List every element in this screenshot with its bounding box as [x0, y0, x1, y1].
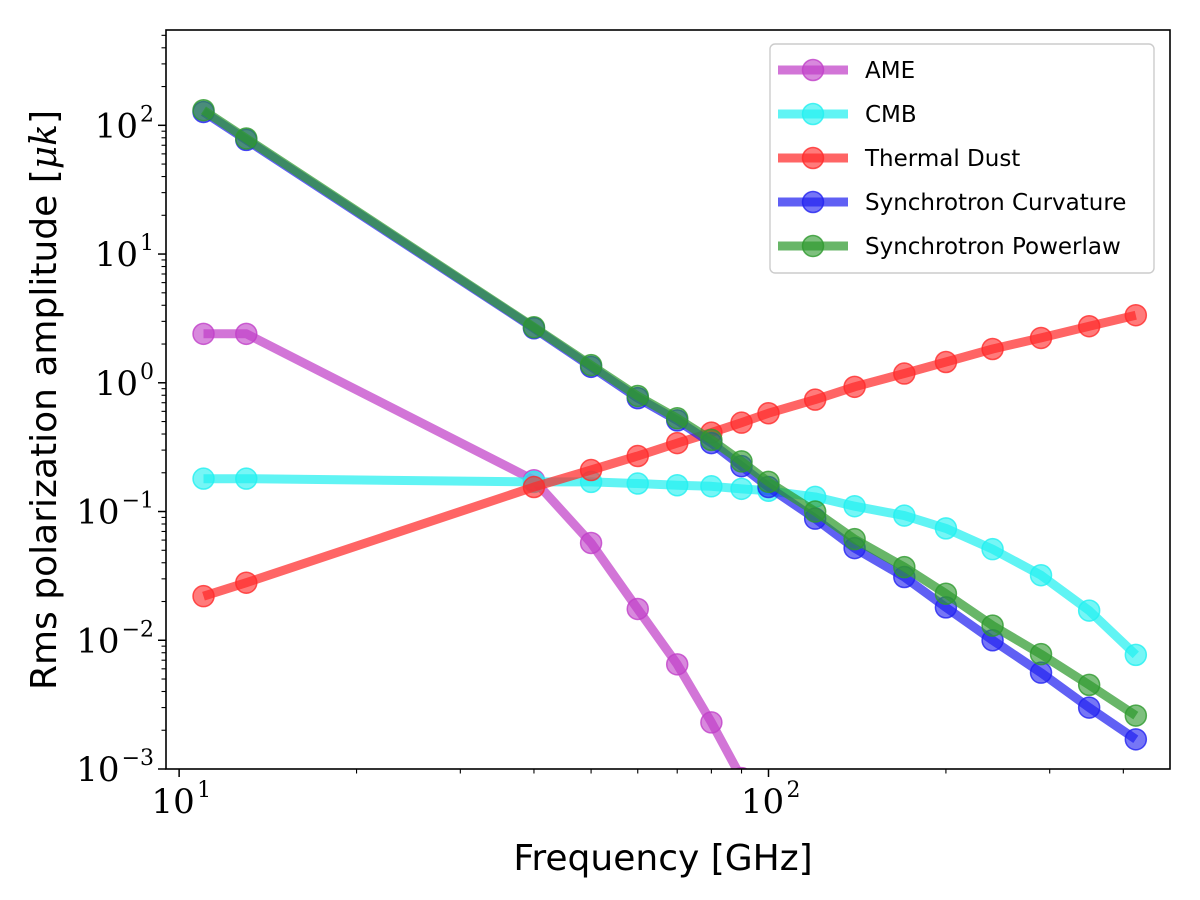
x-tick-label: 10	[741, 782, 784, 822]
y-axis-title-close: ]	[24, 110, 65, 124]
data-point-thermal-dust	[579, 458, 603, 482]
data-point-thermal-dust	[1124, 303, 1148, 327]
legend-entry-synchrotron-curvature: Synchrotron Curvature	[778, 190, 1126, 216]
legend-swatch-marker	[801, 234, 825, 258]
legend-swatch-marker	[801, 58, 825, 82]
data-point-synchrotron-powerlaw	[235, 127, 258, 150]
data-point-cmb	[843, 494, 866, 518]
data-point-thermal-dust	[665, 431, 689, 455]
data-point-thermal-dust	[626, 444, 649, 468]
data-point-synchrotron-powerlaw	[579, 353, 603, 377]
legend-label: Thermal Dust	[864, 146, 1020, 172]
data-point-thermal-dust	[235, 571, 258, 594]
legend-entry-synchrotron-powerlaw: Synchrotron Powerlaw	[778, 234, 1121, 260]
y-axis-unit: μk	[24, 124, 65, 169]
legend-entry-ame: AME	[778, 58, 915, 84]
data-point-ame	[700, 711, 723, 734]
data-point-thermal-dust	[1029, 326, 1053, 350]
data-point-cmb	[893, 504, 916, 527]
data-point-cmb	[934, 517, 958, 540]
data-point-synchrotron-powerlaw	[757, 470, 780, 494]
legend-label: Synchrotron Curvature	[865, 190, 1126, 216]
data-point-cmb	[626, 472, 649, 495]
data-point-synchrotron-powerlaw	[803, 500, 827, 523]
series-layer	[192, 98, 1148, 769]
legend-label: CMB	[865, 102, 917, 128]
legend-swatch-marker	[801, 102, 825, 126]
data-point-synchrotron-powerlaw	[893, 555, 916, 579]
data-point-synchrotron-powerlaw	[730, 450, 753, 473]
data-point-thermal-dust	[730, 411, 753, 434]
data-point-synchrotron-powerlaw	[1077, 673, 1101, 697]
data-point-synchrotron-powerlaw	[1124, 704, 1148, 727]
data-point-ame	[665, 653, 689, 676]
y-tick-exponent: −3	[122, 746, 154, 771]
y-tick-label: 10	[76, 621, 119, 661]
data-point-synchrotron-curvature	[1077, 696, 1101, 719]
data-point-cmb	[1029, 563, 1053, 587]
legend-swatch-marker	[801, 146, 825, 170]
y-tick-exponent: 0	[140, 360, 154, 385]
data-point-thermal-dust	[893, 362, 916, 385]
y-axis-title-text: Rms polarization amplitude [	[24, 169, 65, 690]
legend-entry-thermal-dust: Thermal Dust	[778, 146, 1020, 172]
data-point-cmb	[235, 467, 258, 490]
data-point-synchrotron-powerlaw	[626, 384, 649, 408]
x-tick-exponent: 1	[197, 778, 211, 803]
data-point-thermal-dust	[1077, 314, 1101, 338]
x-tick-exponent: 2	[786, 778, 800, 803]
data-point-cmb	[192, 467, 215, 490]
data-point-thermal-dust	[192, 584, 215, 608]
legend-label: Synchrotron Powerlaw	[865, 234, 1121, 260]
data-point-thermal-dust	[803, 388, 827, 411]
data-point-thermal-dust	[522, 475, 546, 499]
data-point-ame	[192, 322, 215, 346]
legend-box	[769, 43, 1155, 274]
data-point-synchrotron-powerlaw	[981, 614, 1004, 637]
data-point-cmb	[981, 537, 1004, 561]
y-tick-label: 10	[76, 493, 119, 533]
legend-entry-cmb: CMB	[778, 102, 917, 128]
data-point-synchrotron-curvature	[1124, 728, 1148, 751]
data-point-thermal-dust	[843, 375, 866, 399]
data-point-synchrotron-powerlaw	[843, 527, 866, 551]
series-synchrotron-powerlaw	[192, 98, 1148, 727]
data-point-synchrotron-powerlaw	[522, 316, 546, 339]
series-line-ame	[203, 329, 742, 769]
legend-label: AME	[865, 58, 915, 84]
x-axis-title: Frequency [GHz]	[513, 838, 812, 879]
data-point-thermal-dust	[934, 350, 958, 374]
plot-frame	[165, 29, 1171, 770]
series-thermal-dust	[192, 303, 1148, 608]
data-point-synchrotron-powerlaw	[700, 428, 723, 452]
data-point-synchrotron-powerlaw	[192, 98, 215, 122]
data-point-ame	[626, 597, 649, 621]
data-point-thermal-dust	[981, 337, 1004, 361]
y-tick-label: 10	[76, 750, 119, 790]
data-point-synchrotron-powerlaw	[1029, 642, 1053, 666]
y-axis-title: Rms polarization amplitude [μk]	[24, 110, 65, 690]
y-tick-label: 10	[95, 364, 138, 404]
y-tick-exponent: −2	[122, 617, 154, 642]
data-point-thermal-dust	[757, 401, 780, 425]
data-point-ame	[579, 531, 603, 555]
y-tick-exponent: −1	[122, 489, 154, 514]
data-point-cmb	[1124, 643, 1148, 667]
legend: AME CMB Thermal Dust Synchrotron Curvature S…	[769, 43, 1155, 274]
y-tick-exponent: 2	[140, 102, 154, 127]
x-tick-label: 10	[151, 782, 194, 822]
legend-swatch-marker	[801, 190, 825, 214]
y-tick-label: 10	[95, 235, 138, 275]
data-point-cmb	[665, 473, 689, 497]
data-point-synchrotron-powerlaw	[665, 407, 689, 430]
data-point-cmb	[1077, 599, 1101, 622]
y-tick-label: 10	[95, 106, 138, 146]
y-tick-exponent: 1	[140, 231, 154, 256]
data-point-cmb	[700, 475, 723, 498]
data-point-ame	[235, 322, 258, 346]
data-point-synchrotron-powerlaw	[934, 582, 958, 605]
data-point-cmb	[730, 477, 753, 501]
